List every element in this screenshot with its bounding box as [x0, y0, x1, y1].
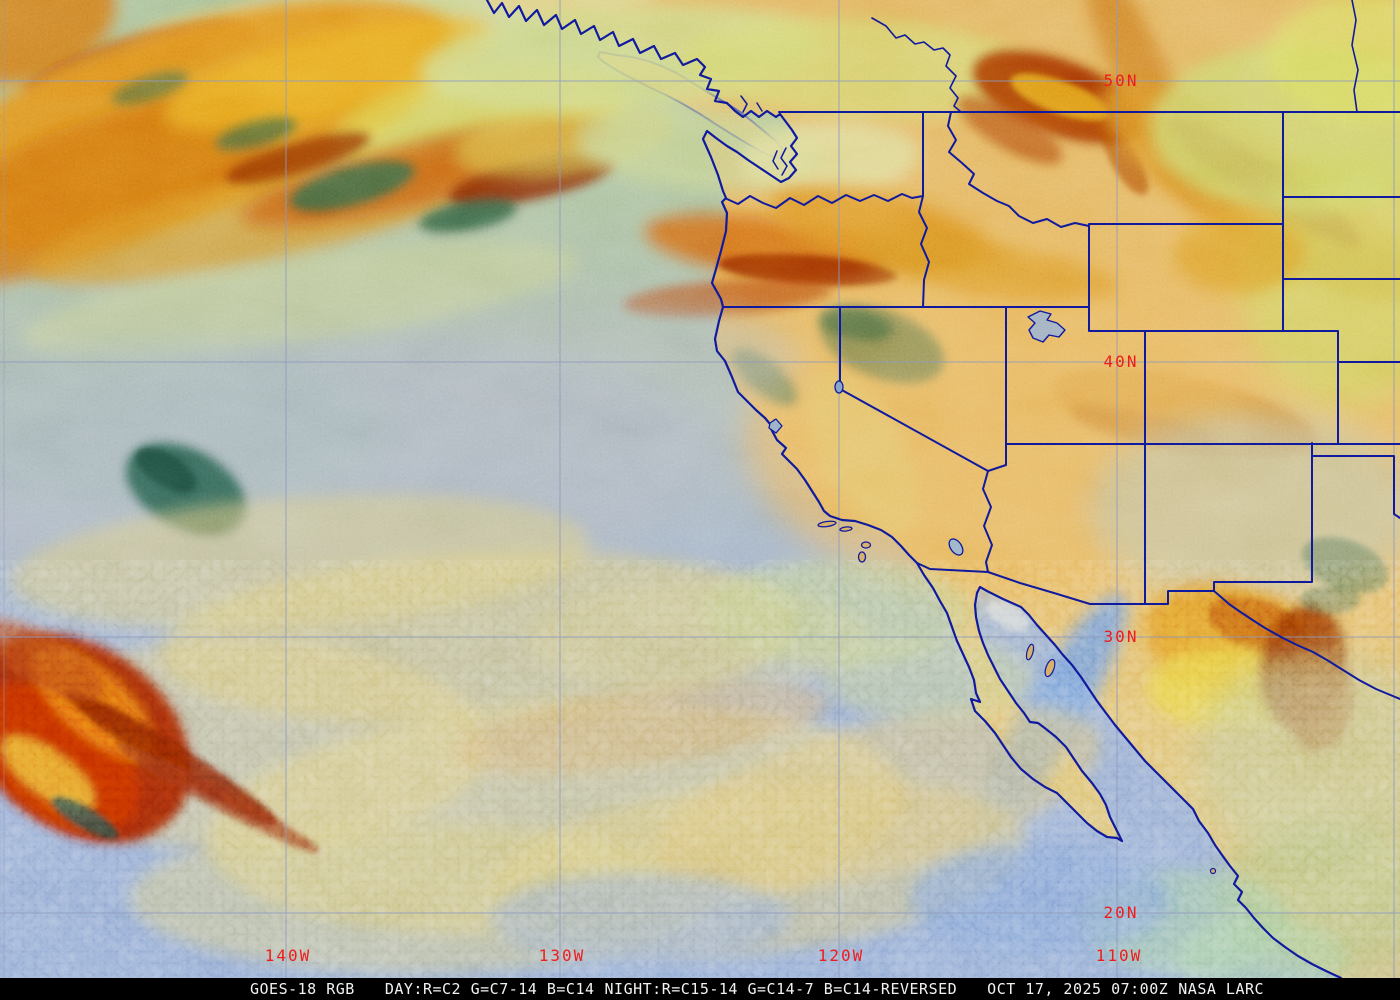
channel-islands: [817, 520, 872, 563]
puget-sound-inlets: [740, 95, 788, 176]
satellite-map: 50N 40N 30N 20N 140W 130W 120W 110W: [0, 0, 1400, 978]
gulf-islands: [1025, 643, 1217, 875]
timestamp-label: OCT 17, 2025 07:00Z: [987, 980, 1169, 998]
great-salt-lake: [1027, 310, 1066, 343]
lon-label-120w: 120W: [818, 946, 865, 965]
coastline: [485, 0, 1343, 978]
lon-label-130w: 130W: [539, 946, 586, 965]
night-recipe-label: NIGHT:R=C15-14 G=C14-7 B=C14-REVERSED: [604, 980, 958, 998]
lat-label-20n: 20N: [1104, 903, 1139, 922]
san-francisco-bay: [768, 418, 783, 434]
lake-tahoe: [834, 380, 844, 394]
credit-label: NASA LARC: [1178, 980, 1265, 998]
lon-label-140w: 140W: [265, 946, 312, 965]
lon-label-110w: 110W: [1096, 946, 1143, 965]
satellite-grain-overlay: [0, 0, 1400, 978]
map-canvas: 50N 40N 30N 20N 140W 130W 120W 110W: [0, 0, 1400, 978]
product-label: GOES-18 RGB: [250, 980, 355, 998]
salton-sea: [948, 538, 964, 556]
lat-label-30n: 30N: [1104, 627, 1139, 646]
status-bar: GOES-18 RGB DAY:R=C2 G=C7-14 B=C14 NIGHT…: [0, 978, 1400, 1000]
day-recipe-label: DAY:R=C2 G=C7-14 B=C14: [384, 980, 595, 998]
rivers: [871, 0, 1359, 113]
graticule: [0, 0, 1400, 978]
us-mexico-border: [916, 562, 1400, 700]
state-boundaries: [723, 111, 1400, 605]
lat-label-40n: 40N: [1104, 352, 1139, 371]
lat-label-50n: 50N: [1104, 71, 1139, 90]
